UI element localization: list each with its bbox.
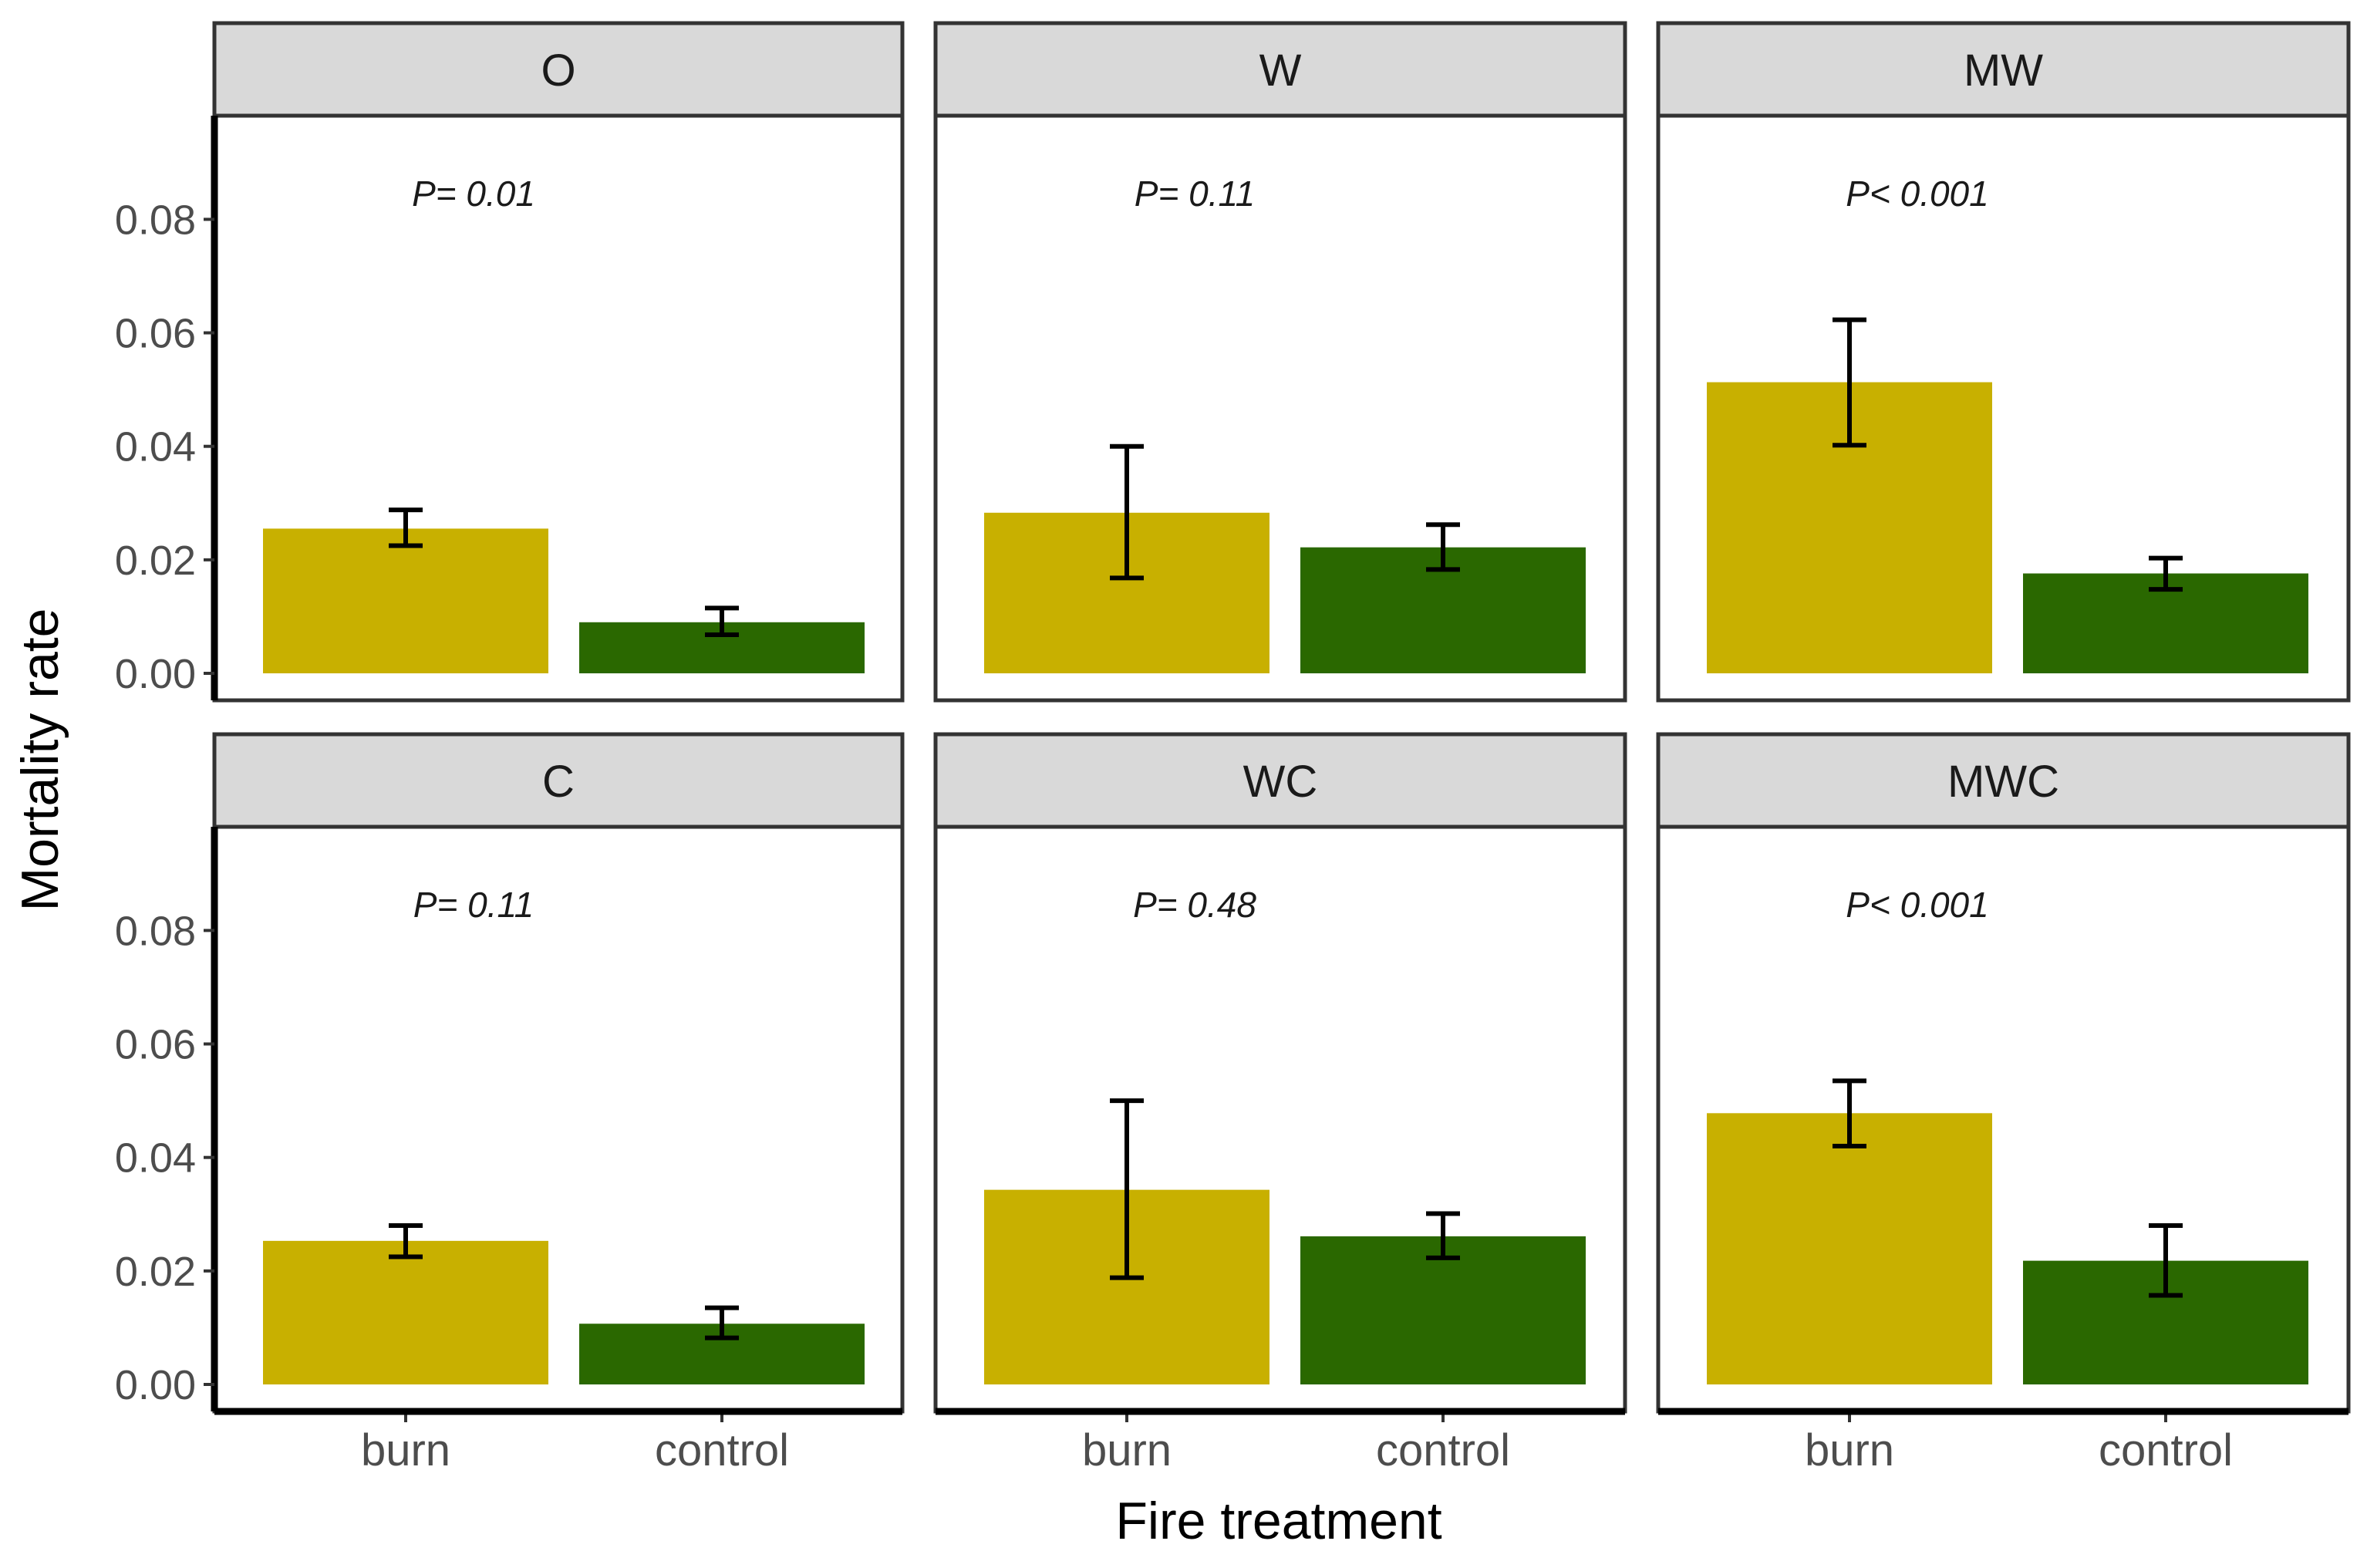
x-tick-label: control (655, 1425, 789, 1475)
y-tick-label: 0.08 (115, 908, 196, 954)
x-tick-label: control (1376, 1425, 1510, 1475)
bar-burn (263, 528, 548, 673)
x-tick-label: control (2099, 1425, 2233, 1475)
facet-panel (933, 113, 1627, 703)
facet-strip-label: W (1259, 46, 1302, 96)
bar-burn (263, 1240, 548, 1384)
p-value-label: P= 0.01 (412, 174, 535, 214)
y-axis-title: Mortality rate (11, 609, 69, 912)
y-tick-label: 0.02 (115, 538, 196, 584)
facet-strip-label: O (541, 46, 575, 96)
facet-strip-label: C (542, 757, 575, 807)
x-tick-label: burn (361, 1425, 450, 1475)
y-tick-label: 0.04 (115, 424, 196, 470)
y-tick-label: 0.00 (115, 1362, 196, 1408)
x-tick-label: burn (1805, 1425, 1894, 1475)
p-value-label: P< 0.001 (1846, 885, 1988, 925)
facet-strip-label: MWC (1947, 757, 2059, 807)
p-value-label: P= 0.48 (1133, 885, 1256, 925)
x-axis-title: Fire treatment (1115, 1492, 1441, 1550)
y-tick-label: 0.04 (115, 1135, 196, 1182)
y-tick-label: 0.06 (115, 1022, 196, 1068)
facet-strip (1656, 21, 2351, 118)
bar-control (1300, 1236, 1586, 1384)
bar-burn (1707, 1113, 1992, 1384)
y-tick-label: 0.08 (115, 197, 196, 243)
x-tick-label: burn (1082, 1425, 1172, 1475)
facet-strip-label: WC (1243, 757, 1318, 807)
facet-strip (933, 732, 1627, 829)
facet-strip-label: MW (1964, 46, 2043, 96)
p-value-label: P= 0.11 (413, 885, 534, 925)
y-tick-label: 0.00 (115, 651, 196, 697)
p-value-label: P< 0.001 (1846, 174, 1988, 214)
facet-panel (1656, 113, 2351, 703)
facet-strip (212, 21, 905, 118)
y-tick-label: 0.06 (115, 311, 196, 357)
y-tick-label: 0.02 (115, 1249, 196, 1295)
p-value-label: P= 0.11 (1135, 174, 1255, 214)
